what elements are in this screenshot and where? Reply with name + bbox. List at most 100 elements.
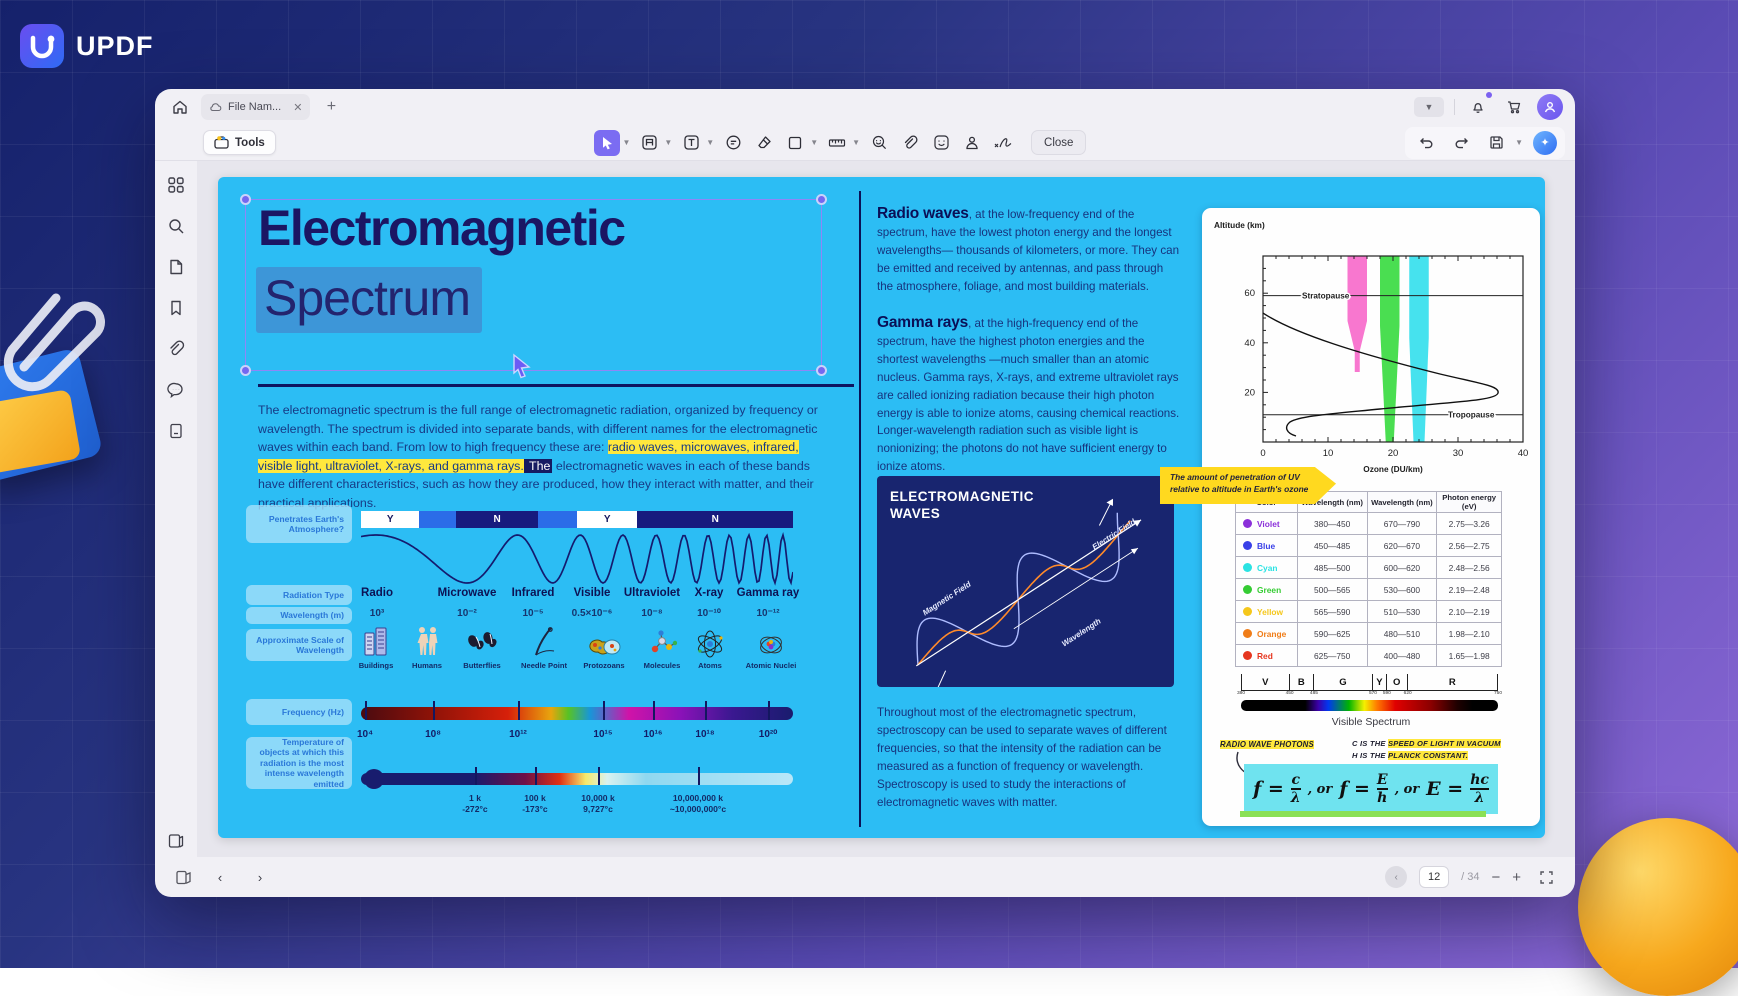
formula-underline <box>1240 811 1486 817</box>
selection-handle[interactable] <box>240 194 251 205</box>
document-tab[interactable]: File Nam... ✕ <box>201 94 310 120</box>
table-cell: 600—620 <box>1367 557 1437 579</box>
back-nav-icon[interactable]: ‹ <box>1385 866 1407 888</box>
eraser-tool-icon[interactable] <box>751 130 777 156</box>
row-label-wavelength: Wavelength (m) <box>246 607 352 624</box>
select-tool-dropdown-icon[interactable]: ▼ <box>622 138 630 147</box>
text-tool-icon[interactable] <box>678 130 704 156</box>
stamp-tool-icon[interactable] <box>959 130 985 156</box>
temperature-label: 100 k-173°c <box>522 793 547 815</box>
undo-icon[interactable] <box>1413 130 1439 156</box>
formula-denominator: h <box>1377 791 1387 805</box>
window-options-dropdown[interactable]: ▼ <box>1414 97 1444 117</box>
table-cell: 620—670 <box>1367 535 1437 557</box>
svg-text:10: 10 <box>1323 448 1334 459</box>
save-dropdown-icon[interactable]: ▼ <box>1515 138 1523 147</box>
temperature-tick <box>698 767 700 785</box>
sidebar-search-icon[interactable] <box>166 216 186 236</box>
tab-bar: File Nam... ✕ + ▼ <box>155 89 1575 125</box>
tools-label: Tools <box>235 137 265 149</box>
page-thumbnails-icon[interactable] <box>173 867 193 887</box>
selection-handle[interactable] <box>816 194 827 205</box>
gamma-rays-heading: Gamma rays <box>877 314 968 331</box>
home-icon[interactable] <box>167 94 193 120</box>
page-total: / 34 <box>1461 871 1479 883</box>
save-icon[interactable] <box>1483 130 1509 156</box>
updf-logo-icon <box>20 24 64 68</box>
spectrum-segment-Y: Y <box>1373 674 1387 690</box>
sticker-tool-icon[interactable] <box>928 130 954 156</box>
shape-tool-dropdown-icon[interactable]: ▼ <box>810 138 818 147</box>
color-cell: Red <box>1236 645 1298 667</box>
scale-icon-protozoans-icon <box>575 623 633 659</box>
selection-handle[interactable] <box>816 365 827 376</box>
scale-item-needle-point: Needle Point <box>515 623 573 670</box>
radiation-type-label: Infrared <box>512 587 555 599</box>
formula-denominator: λ <box>1291 791 1301 805</box>
spectroscopy-paragraph: Throughout most of the electromagnetic s… <box>877 704 1180 811</box>
sidebar-page-icon[interactable] <box>166 257 186 277</box>
spectrum-segment-O: O <box>1387 674 1408 690</box>
sidebar-notes-icon[interactable] <box>166 421 186 441</box>
svg-text:60: 60 <box>1244 288 1255 299</box>
zoom-out-icon[interactable]: − <box>1491 869 1500 886</box>
document-canvas: Electromagnetic Spectrum The electromagn… <box>197 161 1575 857</box>
next-page-icon[interactable]: › <box>247 864 273 890</box>
scale-caption: Protozoans <box>575 661 633 670</box>
formula-denominator: λ <box>1475 791 1485 805</box>
ai-assistant-icon[interactable]: ✦ <box>1533 131 1557 155</box>
sidebar-grid-icon[interactable] <box>166 175 186 195</box>
gamma-rays-text: , at the high-frequency end of the spect… <box>877 317 1179 473</box>
table-cell: 400—480 <box>1367 645 1437 667</box>
highlight-tool-icon[interactable] <box>636 130 662 156</box>
sidebar-bookmark-icon[interactable] <box>166 298 186 318</box>
color-dot <box>1243 607 1252 616</box>
user-avatar[interactable] <box>1537 94 1563 120</box>
color-cell: Orange <box>1236 623 1298 645</box>
highlight-tool-dropdown-icon[interactable]: ▼ <box>664 138 672 147</box>
atmosphere-segment-n: N <box>456 511 538 528</box>
formula-joiner: , or <box>1395 782 1420 797</box>
measure-tool-icon[interactable] <box>824 130 850 156</box>
page-number-input[interactable]: 12 <box>1419 866 1449 888</box>
frequency-tick <box>365 701 367 720</box>
sidebar-attachment-icon[interactable] <box>166 339 186 359</box>
selection-handle[interactable] <box>240 365 251 376</box>
recognize-tool-icon[interactable] <box>866 130 892 156</box>
tab-close-icon[interactable]: ✕ <box>293 101 302 114</box>
uv-callout-banner[interactable]: The amount of penetration of UV relative… <box>1160 467 1336 504</box>
svg-text:0: 0 <box>1260 448 1265 459</box>
measure-tool-dropdown-icon[interactable]: ▼ <box>852 138 860 147</box>
row-label-radiation-type: Radiation Type <box>246 585 352 605</box>
zoom-in-icon[interactable]: + <box>1512 869 1521 886</box>
column-divider <box>859 191 861 827</box>
comment-tool-icon[interactable] <box>720 130 746 156</box>
tools-button[interactable]: Tools <box>203 130 276 155</box>
notifications-bell-icon[interactable] <box>1465 94 1491 120</box>
attach-tool-icon[interactable] <box>897 130 923 156</box>
close-button[interactable]: Close <box>1031 130 1086 155</box>
pdf-page[interactable]: Electromagnetic Spectrum The electromagn… <box>218 177 1545 838</box>
new-tab-button[interactable]: + <box>318 94 344 120</box>
scale-icon-buildings-icon <box>347 623 405 659</box>
selection-box[interactable] <box>245 199 822 371</box>
spectrum-tick-value: 380 <box>1237 691 1245 696</box>
color-dot <box>1243 629 1252 638</box>
text-tool-dropdown-icon[interactable]: ▼ <box>706 138 714 147</box>
table-cell: 450—485 <box>1297 535 1367 557</box>
sidebar-comment-icon[interactable] <box>166 380 186 400</box>
reading-mode-icon[interactable] <box>166 831 186 851</box>
signature-tool-icon[interactable] <box>990 130 1016 156</box>
shape-tool-icon[interactable] <box>782 130 808 156</box>
tab-title: File Nam... <box>228 101 281 113</box>
prev-page-icon[interactable]: ‹ <box>207 864 233 890</box>
cart-icon[interactable] <box>1501 94 1527 120</box>
redo-icon[interactable] <box>1448 130 1474 156</box>
select-tool-icon[interactable] <box>594 130 620 156</box>
fit-screen-icon[interactable] <box>1533 864 1559 890</box>
svg-text:Stratopause: Stratopause <box>1302 292 1350 301</box>
